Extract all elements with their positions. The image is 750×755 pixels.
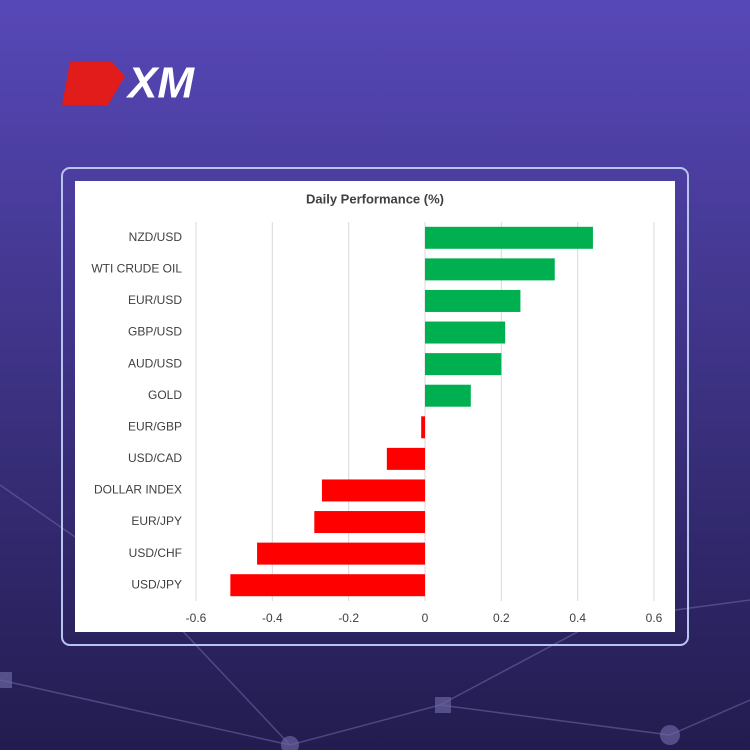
bar xyxy=(314,511,425,534)
x-tick-label: -0.2 xyxy=(338,611,359,625)
x-tick-label: 0.6 xyxy=(646,611,663,625)
bar xyxy=(230,574,425,597)
logo-mark xyxy=(62,62,125,105)
decor-nodes xyxy=(0,672,680,754)
y-tick-label: DOLLAR INDEX xyxy=(94,483,182,497)
x-tick-label: 0 xyxy=(422,611,429,625)
x-tick-label: 0.4 xyxy=(569,611,586,625)
y-tick-label: AUD/USD xyxy=(128,356,182,370)
bar xyxy=(425,321,506,344)
bar xyxy=(425,353,502,376)
bar xyxy=(425,258,555,281)
chart-title: Daily Performance (%) xyxy=(306,191,444,206)
y-tick-label: EUR/GBP xyxy=(128,419,182,433)
y-tick-label: USD/JPY xyxy=(131,577,182,591)
y-tick-label: EUR/USD xyxy=(128,293,182,307)
x-tick-label: -0.6 xyxy=(186,611,207,625)
bar xyxy=(257,542,425,565)
y-tick-label: GBP/USD xyxy=(128,325,182,339)
logo-text: XM xyxy=(125,59,195,108)
bar xyxy=(321,479,425,502)
bar xyxy=(425,384,471,407)
x-tick-label: 0.2 xyxy=(493,611,510,625)
bar xyxy=(421,416,425,439)
x-tick-label: -0.4 xyxy=(262,611,283,625)
y-tick-label: USD/CAD xyxy=(128,451,182,465)
y-tick-label: NZD/USD xyxy=(129,230,183,244)
y-tick-label: EUR/JPY xyxy=(131,514,182,528)
y-tick-label: GOLD xyxy=(148,388,182,402)
bar xyxy=(425,289,521,312)
bar xyxy=(425,226,593,249)
panel-border xyxy=(61,167,689,646)
y-tick-label: WTI CRUDE OIL xyxy=(91,262,182,276)
y-tick-label: USD/CHF xyxy=(129,546,182,560)
bar xyxy=(386,447,425,470)
